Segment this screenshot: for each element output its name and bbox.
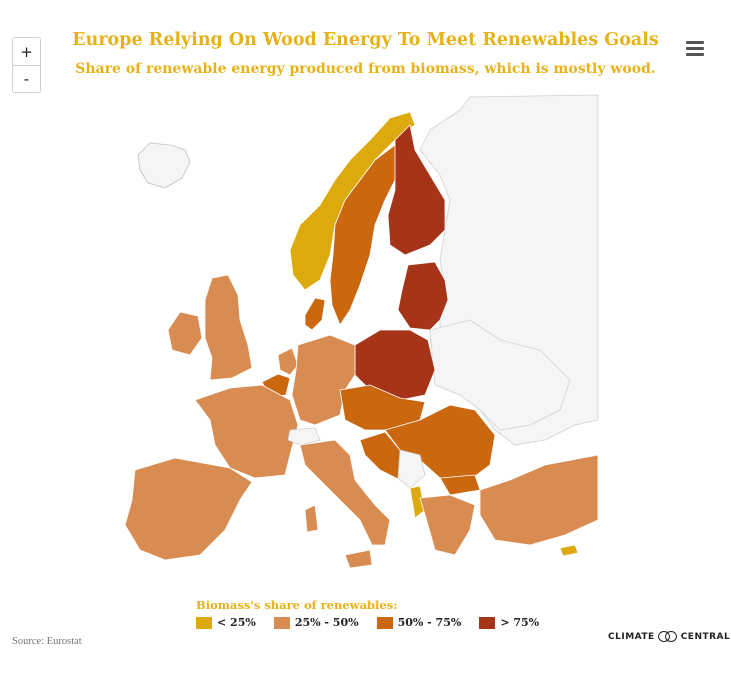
legend-swatch bbox=[479, 616, 496, 629]
legend-swatch bbox=[376, 616, 393, 629]
legend-label: > 75% bbox=[500, 616, 540, 629]
legend-item: 50% - 75% bbox=[376, 616, 462, 629]
benelux-region bbox=[277, 347, 299, 376]
greece-region bbox=[419, 494, 476, 556]
legend-label: 25% - 50% bbox=[294, 616, 359, 629]
iceland-region bbox=[137, 142, 191, 189]
denmark-region bbox=[304, 297, 326, 331]
italy-region bbox=[299, 439, 391, 546]
logo-text-left: CLIMATE bbox=[608, 631, 655, 642]
legend: < 25% 25% - 50% 50% - 75% > 75% bbox=[196, 616, 557, 629]
poland-region bbox=[354, 329, 436, 401]
finland-region bbox=[387, 124, 446, 256]
logo-mark-icon bbox=[657, 631, 678, 642]
zoom-in-button[interactable]: + bbox=[13, 38, 40, 65]
bulgaria-region bbox=[439, 474, 481, 496]
zoom-out-button[interactable]: - bbox=[13, 65, 40, 92]
sweden-region bbox=[329, 144, 401, 326]
sicily-region bbox=[344, 549, 373, 569]
serbia-region bbox=[397, 449, 426, 489]
turkey-region bbox=[479, 454, 599, 546]
map-subtitle: Share of renewable energy produced from … bbox=[75, 61, 656, 77]
legend-item: < 25% bbox=[196, 616, 256, 629]
iberia-region bbox=[124, 457, 253, 561]
switzerland-region bbox=[287, 427, 321, 446]
legend-label: < 25% bbox=[217, 616, 256, 629]
legend-swatch bbox=[196, 616, 212, 629]
ireland-region bbox=[167, 311, 203, 356]
legend-item: > 75% bbox=[479, 616, 539, 629]
ukraine-belarus-region bbox=[429, 319, 571, 431]
legend-label: 50% - 75% bbox=[397, 616, 462, 629]
sardinia-region bbox=[304, 504, 319, 533]
logo-text-right: CENTRAL bbox=[680, 631, 731, 642]
legend-swatch bbox=[273, 616, 290, 629]
baltics-region bbox=[397, 261, 449, 331]
source-note: Source: Eurostat bbox=[12, 636, 82, 647]
france-region bbox=[194, 384, 299, 479]
cyprus-region bbox=[559, 544, 579, 557]
germany-region bbox=[291, 334, 356, 426]
uk-region bbox=[204, 274, 253, 381]
legend-title: Biomass's share of renewables: bbox=[196, 598, 398, 612]
zoom-control: + - bbox=[12, 37, 41, 93]
hamburger-menu-icon[interactable] bbox=[686, 41, 704, 56]
climate-central-logo-icon[interactable]: CLIMATE CENTRAL bbox=[608, 631, 730, 642]
map-title: Europe Relying On Wood Energy To Meet Re… bbox=[72, 30, 659, 50]
legend-item: 25% - 50% bbox=[273, 616, 359, 629]
